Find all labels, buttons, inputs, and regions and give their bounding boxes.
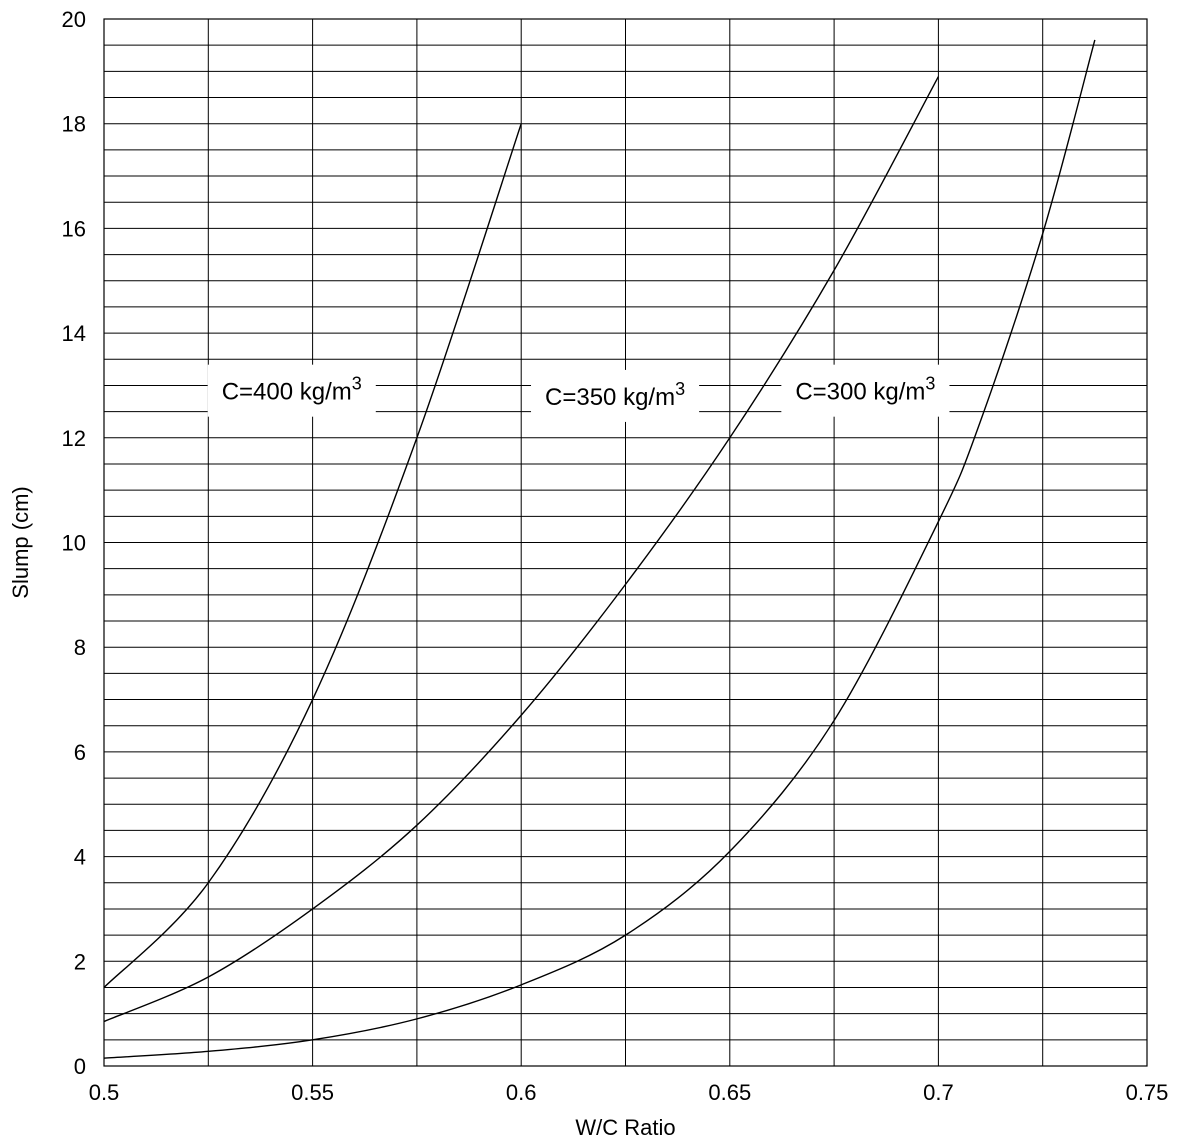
x-tick-label: 0.55	[291, 1080, 334, 1105]
curve-label-text: C=300 kg/m3	[795, 374, 935, 406]
y-tick-label: 16	[62, 216, 86, 241]
curve-label-superscript: 3	[925, 374, 935, 394]
curve-label-main: C=300 kg/m	[795, 379, 925, 406]
x-tick-label: 0.5	[89, 1080, 120, 1105]
curve-label-text: C=350 kg/m3	[545, 379, 685, 411]
y-tick-label: 14	[62, 321, 86, 346]
x-tick-label: 0.6	[506, 1080, 537, 1105]
plot-frame	[103, 18, 1148, 1067]
y-tick-label: 8	[74, 635, 86, 660]
curve-label: C=400 kg/m3	[207, 364, 376, 417]
x-axis-label: W/C Ratio	[575, 1115, 675, 1140]
curve-label: C=350 kg/m3	[531, 369, 700, 422]
curve-label: C=300 kg/m3	[781, 364, 950, 417]
curve-labels: C=400 kg/m3C=350 kg/m3 C=300 kg/m3	[207, 364, 950, 422]
y-tick-label: 4	[74, 845, 86, 870]
x-tick-label: 0.75	[1126, 1080, 1169, 1105]
grid	[104, 19, 1147, 1066]
x-tick-labels: 0.5 0.55 0.6 0.65 0.7 0.75	[89, 1080, 1169, 1105]
series-line	[103, 123, 522, 988]
curve-label-text: C=400 kg/m3	[222, 374, 362, 406]
curve-label-superscript: 3	[352, 374, 362, 394]
curve-label-main: C=350 kg/m	[545, 384, 675, 411]
y-axis-label: Slump (cm)	[8, 486, 33, 598]
curves	[103, 39, 1096, 1059]
curve-label-main: C=400 kg/m	[222, 379, 352, 406]
y-tick-label: 0	[74, 1054, 86, 1079]
curve-label-background	[207, 364, 376, 417]
y-tick-label: 6	[74, 740, 86, 765]
series-line	[103, 39, 1096, 1059]
y-tick-label: 10	[62, 531, 86, 556]
curve-label-background	[781, 364, 950, 417]
x-tick-label: 0.65	[708, 1080, 751, 1105]
y-tick-label: 2	[74, 949, 86, 974]
curve-label-superscript: 3	[675, 379, 685, 399]
x-tick-label: 0.7	[923, 1080, 954, 1105]
y-tick-labels: 0 2 4 6 8 10 12 14 16 18 20	[62, 7, 86, 1079]
y-tick-label: 20	[62, 7, 86, 32]
series-line	[103, 76, 940, 1023]
y-tick-label: 18	[62, 112, 86, 137]
y-tick-label: 12	[62, 426, 86, 451]
curve-label-background	[531, 369, 700, 422]
